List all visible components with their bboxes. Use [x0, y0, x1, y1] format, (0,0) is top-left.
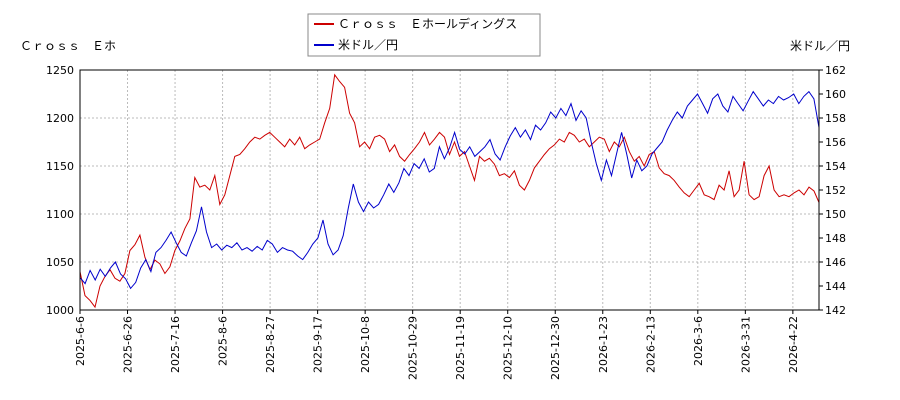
grid	[80, 70, 819, 310]
legend: Ｃｒｏｓｓ Ｅホールディングス 米ドル／円	[307, 13, 541, 57]
x-tick-label: 2026-4-22	[787, 316, 800, 373]
right-tick-label: 152	[825, 184, 846, 197]
right-tick-label: 144	[825, 280, 846, 293]
right-axis-label: 米ドル／円	[790, 39, 850, 53]
x-tick-label: 2025-12-30	[549, 316, 562, 380]
x-tick-label: 2025-9-17	[312, 316, 325, 373]
right-y-axis: 142 144 146 148 150 152 154 156 158 160 162	[819, 64, 846, 317]
series-line-usdjpy	[79, 90, 820, 290]
right-tick-label: 154	[825, 160, 846, 173]
left-tick-label: 1000	[46, 304, 74, 317]
x-tick-label: 2026-3-6	[692, 316, 705, 366]
x-tick-label: 2025-8-27	[264, 316, 277, 373]
x-tick-label: 2026-1-23	[597, 316, 610, 373]
x-axis: 2025-6-6 2025-6-26 2025-7-16 2025-8-6 2025-8…	[74, 310, 800, 380]
right-tick-label: 148	[825, 232, 846, 245]
right-tick-label: 158	[825, 112, 846, 125]
right-tick-label: 150	[825, 208, 846, 221]
right-tick-label: 142	[825, 304, 846, 317]
left-tick-label: 1100	[46, 208, 74, 221]
right-tick-label: 146	[825, 256, 846, 269]
left-tick-label: 1150	[46, 160, 74, 173]
left-tick-label: 1200	[46, 112, 74, 125]
right-tick-label: 156	[825, 136, 846, 149]
right-tick-label: 162	[825, 64, 846, 77]
plot-background	[80, 70, 819, 310]
x-tick-label: 2025-7-16	[169, 316, 182, 373]
x-tick-label: 2025-6-26	[122, 316, 135, 373]
x-tick-label: 2025-6-6	[74, 316, 87, 366]
legend-box	[307, 13, 541, 57]
right-tick-label: 160	[825, 88, 846, 101]
x-tick-label: 2025-10-29	[407, 316, 420, 380]
legend-label-usdjpy: 米ドル／円	[338, 38, 398, 52]
left-axis-label: Ｃｒｏｓｓ Ｅホ	[20, 39, 116, 53]
x-tick-label: 2025-10-8	[359, 316, 372, 373]
left-tick-label: 1050	[46, 256, 74, 269]
x-tick-label: 2025-12-10	[502, 316, 515, 380]
series-line-stock	[79, 73, 820, 309]
series-layer	[79, 73, 820, 309]
x-tick-label: 2026-3-31	[739, 316, 752, 373]
x-tick-label: 2026-2-13	[644, 316, 657, 373]
x-tick-label: 2025-8-6	[217, 316, 230, 366]
legend-label-stock: Ｃｒｏｓｓ Ｅホールディングス	[338, 16, 517, 31]
left-tick-label: 1250	[46, 64, 74, 77]
left-y-axis: 1000 1050 1100 1150 1200 1250	[46, 64, 74, 317]
x-tick-label: 2025-11-19	[454, 316, 467, 380]
